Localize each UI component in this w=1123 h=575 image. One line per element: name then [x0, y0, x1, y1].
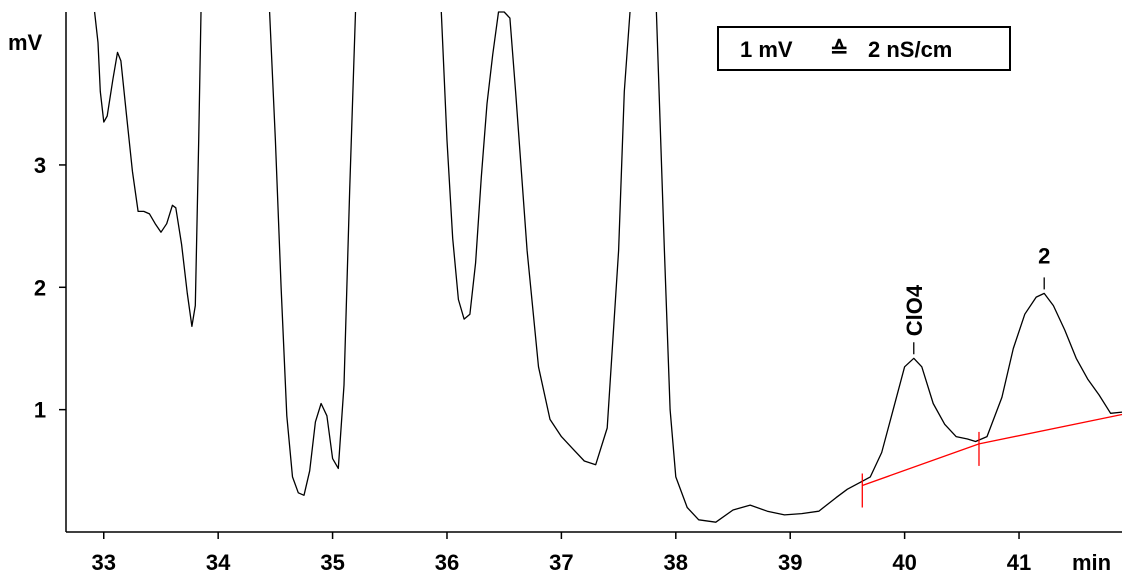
x-tick-label-39: 39: [778, 550, 802, 575]
peak-annotations: ClO4 2: [902, 243, 1050, 355]
legend-symbol: ≙: [830, 37, 848, 62]
x-tick-label-40: 40: [892, 550, 916, 575]
x-axis-label: min: [1072, 550, 1111, 575]
legend-box: 1 mV ≙ 2 nS/cm: [717, 26, 1011, 71]
x-tick-label-33: 33: [92, 550, 116, 575]
y-tick-label-1: 1: [34, 398, 46, 423]
y-tick-label-2: 2: [34, 275, 46, 300]
x-tick-label-38: 38: [664, 550, 688, 575]
x-tick-label-35: 35: [320, 550, 344, 575]
x-ticks: 33 34 35 36 37 38 39 40 41: [92, 532, 1031, 575]
legend-frame: [717, 26, 1011, 71]
y-tick-label-3: 3: [34, 153, 46, 178]
peak-label-2: 2: [1038, 243, 1050, 268]
traces: [93, 11, 1123, 523]
legend-text-right: 2 nS/cm: [868, 37, 952, 62]
x-tick-label-37: 37: [549, 550, 573, 575]
x-tick-label-41: 41: [1007, 550, 1031, 575]
x-tick-label-34: 34: [206, 550, 231, 575]
trace-segment-1: [93, 11, 202, 328]
axes: [65, 12, 1122, 533]
baseline-marks: [861, 431, 980, 508]
trace-segment-4: [655, 11, 1123, 523]
y-ticks: 1 2 3: [34, 153, 66, 423]
baseline-segment: [862, 413, 1123, 487]
x-tick-label-36: 36: [435, 550, 459, 575]
y-axis-label: mV: [8, 30, 43, 55]
legend-text-left: 1 mV: [740, 37, 793, 62]
peak-label-clo4: ClO4: [902, 284, 927, 336]
trace-segment-3: [440, 11, 631, 466]
trace-segment-2: [268, 11, 357, 496]
